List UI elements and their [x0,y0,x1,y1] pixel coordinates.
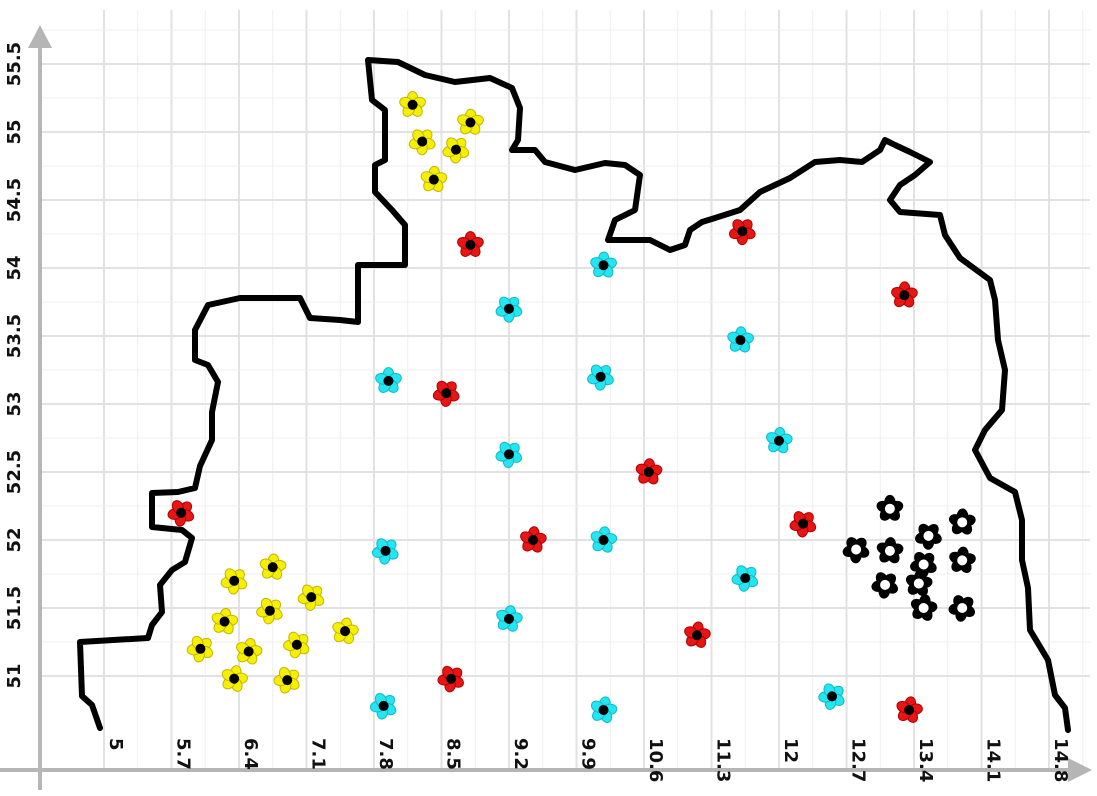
cyan-flower-icon [492,602,526,636]
x-tick-labels: 5 5.7 6.4 7.1 7.8 8.5 9.2 9.9 10.6 11.3 12 12.7 13.4… [105,738,1071,782]
y-tick-label: 53 [4,391,25,416]
black-flower-icon [864,564,906,606]
flower-markers [160,91,983,727]
black-flower-icon [946,508,978,538]
x-tick-label: 12 [780,738,801,763]
yellow-flower-icon [213,560,255,602]
red-flower-icon [892,693,927,727]
yellow-flower-icon [180,628,221,670]
x-tick-label: 9.9 [578,738,599,770]
cyan-flower-icon [724,325,757,356]
x-tick-label: 14.8 [1050,738,1071,782]
y-tick-label: 54.5 [4,178,25,222]
red-flower-icon [722,211,763,252]
x-tick-label: 13.4 [915,738,936,782]
grid [40,10,1090,770]
red-flower-icon [889,280,920,311]
black-flower-icon [906,591,941,625]
cyan-flower-icon [811,676,852,717]
cyan-flower-icon [586,693,621,727]
red-flower-icon [160,492,202,534]
y-tick-label: 51 [4,663,25,688]
x-tick-label: 5.7 [173,738,194,770]
red-flower-icon [516,524,550,556]
black-flower-icon [835,529,877,570]
black-flower-icon [903,544,944,585]
red-flower-icon [426,373,467,414]
x-tick-label: 5 [105,738,126,751]
yellow-flower-icon [231,635,266,669]
yellow-flower-icon [267,660,308,701]
yellow-flower-icon [397,91,428,120]
red-flower-icon [455,231,486,260]
yellow-flower-icon [455,108,486,138]
y-tick-label: 51.5 [4,586,25,630]
x-tick-label: 7.1 [308,738,329,770]
yellow-flower-icon [435,129,476,170]
black-flower-icon [875,494,905,524]
red-flower-icon [782,503,824,544]
cyan-flower-icon [363,685,404,727]
y-tick-label: 55 [4,119,25,144]
red-flower-icon [633,457,665,488]
black-flower-icon [946,545,979,577]
yellow-flower-icon [418,164,450,195]
yellow-flower-icon [216,661,252,697]
black-flower-icon [941,588,983,629]
yellow-flower-icon [249,590,290,632]
x-tick-label: 11.3 [713,738,734,782]
cyan-flower-icon [488,289,529,329]
yellow-flower-icon [328,615,362,648]
y-tick-label: 55.5 [4,42,25,86]
cyan-flower-icon [580,356,621,398]
cyan-flower-icon [762,425,796,457]
cyan-flower-icon [588,250,619,281]
x-tick-label: 12.7 [848,738,869,782]
x-tick-label: 8.5 [443,738,464,770]
y-axis-arrow-icon [28,25,52,48]
red-flower-icon [430,658,472,700]
yellow-flower-icon [256,551,289,583]
x-tick-label: 7.8 [375,738,396,770]
cyan-flower-icon [586,524,620,557]
cyan-flower-icon [373,367,404,396]
cyan-flower-icon [365,530,406,572]
cyan-flower-icon [724,558,766,599]
black-flower-icon [874,536,906,567]
y-tick-label: 52.5 [4,450,25,494]
region-boundary [77,57,1071,733]
y-tick-label: 54 [4,255,25,280]
black-flower-icon [902,567,936,600]
yellow-flower-icon [402,121,443,162]
yellow-flower-icon [276,624,317,666]
x-tick-label: 6.4 [240,738,261,770]
x-tick-label: 10.6 [645,738,666,782]
y-tick-label: 52 [4,527,25,552]
yellow-flower-icon [290,577,332,618]
red-flower-icon [680,619,714,652]
axes [0,25,1092,790]
x-tick-label: 14.1 [983,738,1004,782]
black-flower-icon [908,516,949,557]
y-tick-labels: 51 51.5 52 52.5 53 53.5 54 54.5 55 55.5 [4,42,25,689]
y-tick-label: 53.5 [4,314,25,358]
cyan-flower-icon [488,434,529,475]
yellow-flower-icon [207,605,242,638]
x-tick-label: 9.2 [510,738,531,770]
x-axis-arrow-icon [1068,758,1092,782]
